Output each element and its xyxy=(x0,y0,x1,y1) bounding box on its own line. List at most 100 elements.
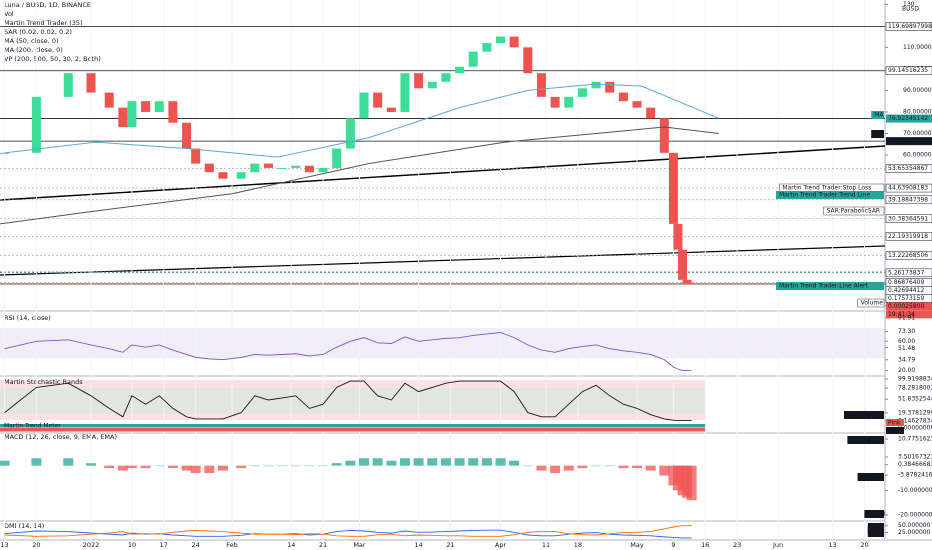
y-tick-label: 51.48 xyxy=(898,345,915,352)
indicator-line xyxy=(4,529,692,539)
histogram-bar xyxy=(591,465,602,467)
candle xyxy=(509,36,519,48)
candle xyxy=(682,279,692,284)
y-tick-label: 70.0000000 xyxy=(903,130,932,137)
x-tick-label: 21 xyxy=(319,541,327,549)
histogram-bar xyxy=(263,465,274,467)
indicator-line xyxy=(4,332,692,372)
indicator-line xyxy=(4,525,692,537)
histogram-bar xyxy=(645,465,656,471)
histogram-bar xyxy=(427,458,438,466)
candle xyxy=(359,92,369,119)
y-tick-label: 60.00 xyxy=(898,338,915,345)
candle xyxy=(236,172,246,179)
histogram-bar xyxy=(345,460,356,466)
candle xyxy=(673,223,683,250)
legend-item: MA (200, close, 0) xyxy=(4,46,63,54)
x-tick-label: Mar xyxy=(353,541,366,549)
candle xyxy=(250,163,260,173)
histogram-bar xyxy=(372,458,383,466)
x-tick-label: 21 xyxy=(446,541,454,549)
meter-label: Pink xyxy=(888,420,901,427)
annotation: Live Alert xyxy=(847,412,876,419)
annotation-box xyxy=(776,191,884,199)
meter-label-box xyxy=(886,427,904,434)
y-tick-label: -20.0000000 xyxy=(898,512,932,519)
histogram-bar xyxy=(140,465,151,469)
annotation: Martin Trend Trader:Stop Loss xyxy=(782,185,871,192)
level-label: 0.17573159 xyxy=(888,295,924,302)
level-label: 119.69897998 xyxy=(888,23,932,30)
histogram-bar xyxy=(249,465,260,467)
level-label: 39.18847398 xyxy=(888,196,928,203)
histogram-bar xyxy=(31,458,42,466)
currency: BUSD xyxy=(902,6,919,13)
annotation: MA xyxy=(874,131,884,138)
candle xyxy=(86,73,96,93)
annotation: Volume xyxy=(861,300,884,307)
candle xyxy=(646,107,656,119)
macd-title: MACD (12, 26, close, 9, EMA, EMA) xyxy=(4,433,117,441)
annotation-box xyxy=(857,473,884,481)
candle xyxy=(482,43,492,52)
candle xyxy=(386,107,396,112)
y-tick-label: 130 xyxy=(903,1,915,8)
y-tick-label: 51.83525446 xyxy=(898,396,932,403)
candle xyxy=(618,92,628,102)
annotation: MA xyxy=(874,112,884,119)
y-tick-label: 0.14627834 xyxy=(898,417,932,424)
annotation-box xyxy=(776,282,884,290)
histogram-bar xyxy=(481,458,492,466)
annotation: -DI xyxy=(871,530,880,537)
candle xyxy=(591,81,601,89)
y-tick-label: 91.91 xyxy=(898,314,915,321)
level-label: 13.22268506 xyxy=(888,252,928,259)
x-tick-label: 13 xyxy=(0,541,8,549)
candle xyxy=(687,283,697,285)
candle xyxy=(536,73,546,97)
x-tick-label: Jun xyxy=(772,541,783,549)
histogram-bar xyxy=(204,465,215,474)
level-label: 0.42694412 xyxy=(888,287,924,294)
level-label-box xyxy=(886,302,932,311)
y-tick-label: 0.00000000 xyxy=(898,424,932,431)
candle xyxy=(455,66,465,74)
candle xyxy=(678,249,688,280)
histogram-bar xyxy=(618,465,629,469)
x-tick-label: Feb xyxy=(226,541,238,549)
annotation-box xyxy=(823,206,885,216)
candle xyxy=(577,88,587,97)
level-label-box xyxy=(885,214,932,224)
histogram-bar xyxy=(577,465,588,469)
y-tick-label: 20.00 xyxy=(898,367,915,374)
x-tick-label: 13 xyxy=(829,541,837,549)
histogram-bar xyxy=(117,465,128,471)
annotation-box xyxy=(871,130,884,138)
histogram-bar xyxy=(181,465,192,471)
y-tick-label: 60.0000000 xyxy=(903,152,932,159)
level-label: 44.63908183 xyxy=(888,185,928,192)
ma-line xyxy=(4,83,720,158)
annotation-box xyxy=(867,529,884,537)
histogram-bar xyxy=(550,465,561,474)
x-tick-label: 18 xyxy=(574,541,582,549)
x-tick-label: 17 xyxy=(160,541,168,549)
histogram-bar xyxy=(359,458,370,466)
x-tick-label: 11 xyxy=(542,541,550,549)
candle xyxy=(345,118,355,149)
candle xyxy=(263,163,273,168)
y-tick-label: 99.91988341 xyxy=(898,376,932,383)
x-tick-label: 2022 xyxy=(83,541,100,549)
trend-meter xyxy=(0,428,705,432)
dmi-title: DMI (14, 14) xyxy=(4,522,44,530)
candle xyxy=(118,107,128,128)
rsi-band xyxy=(0,328,885,358)
x-tick-label: 16 xyxy=(701,541,709,549)
histogram-bar xyxy=(495,458,506,466)
level-label-box xyxy=(885,268,932,278)
y-tick-label: 90.0000000 xyxy=(903,87,932,94)
level-label-box xyxy=(885,251,932,260)
annotation: SAR:ParabolicSAR xyxy=(827,208,881,215)
y-tick-label: 80.0000000 xyxy=(903,108,932,115)
